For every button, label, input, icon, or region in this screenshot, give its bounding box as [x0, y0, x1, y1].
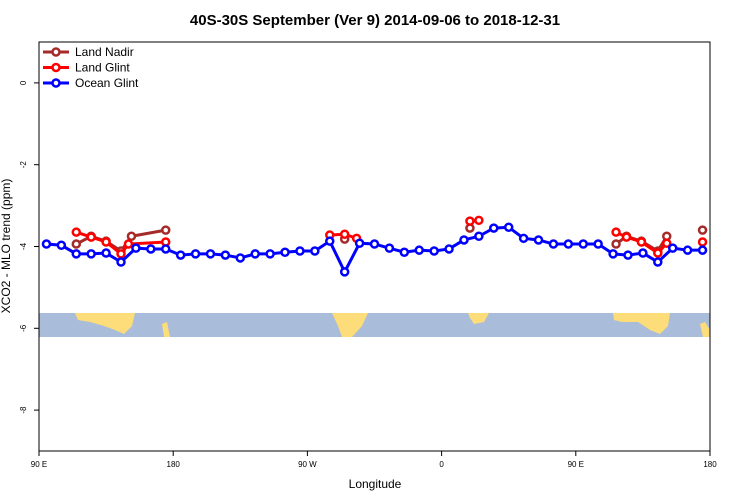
point — [611, 239, 621, 249]
point — [250, 249, 260, 259]
x-tick-label: 0 — [439, 460, 444, 469]
point — [160, 244, 171, 254]
point — [667, 243, 678, 253]
legend-label: Land Glint — [75, 61, 130, 75]
legend-marker — [51, 47, 61, 57]
point — [653, 248, 663, 258]
legend-marker — [51, 78, 61, 88]
point — [310, 246, 320, 256]
point — [611, 227, 621, 237]
point — [265, 249, 275, 259]
point — [205, 249, 216, 259]
point — [444, 244, 454, 254]
point — [86, 249, 96, 259]
legend-marker — [51, 62, 61, 73]
point — [71, 239, 82, 249]
point — [56, 240, 67, 251]
x-tick-label: 180 — [703, 460, 717, 469]
legend-label: Ocean Glint — [75, 76, 139, 90]
point — [190, 249, 201, 259]
point — [384, 243, 395, 253]
x-tick-label: 90 W — [298, 460, 317, 469]
point — [414, 245, 424, 255]
point — [653, 257, 663, 267]
y-tick-label: -4 — [19, 242, 28, 250]
x-tick-label: 90 E — [568, 460, 584, 469]
point — [235, 253, 246, 263]
point — [86, 232, 96, 242]
point — [503, 222, 514, 233]
point — [71, 227, 82, 237]
point — [518, 233, 529, 244]
y-tick-label: 0 — [19, 80, 28, 85]
point — [623, 250, 633, 260]
point — [533, 235, 544, 245]
point — [399, 247, 410, 257]
chart-title: 40S-30S September (Ver 9) 2014-09-06 to … — [190, 12, 560, 29]
point — [662, 238, 672, 248]
point — [160, 225, 171, 235]
point — [465, 216, 475, 226]
point — [548, 239, 559, 249]
point — [101, 237, 111, 247]
x-tick-label: 180 — [167, 460, 181, 469]
point — [636, 237, 647, 247]
point — [116, 249, 126, 259]
point — [123, 239, 134, 249]
point — [116, 257, 126, 267]
point — [697, 245, 708, 255]
point — [563, 239, 574, 249]
point — [101, 248, 111, 258]
point — [489, 223, 499, 233]
point — [131, 243, 141, 253]
point — [474, 215, 484, 226]
y-tick-label: -2 — [19, 161, 28, 169]
point — [325, 236, 335, 246]
point — [280, 247, 290, 257]
x-axis-label: Longitude — [349, 477, 402, 491]
point — [220, 250, 231, 260]
point — [295, 246, 305, 256]
y-tick-label: -8 — [19, 406, 28, 414]
legend-label: Land Nadir — [75, 45, 134, 59]
point — [175, 250, 186, 260]
point — [369, 239, 380, 249]
point — [697, 225, 708, 235]
point — [126, 231, 137, 242]
point — [354, 238, 365, 248]
point — [621, 232, 632, 242]
point — [638, 248, 648, 258]
point — [339, 267, 350, 277]
point — [593, 239, 603, 249]
point — [474, 231, 484, 242]
point — [146, 244, 156, 254]
map-strip — [39, 313, 710, 337]
point — [71, 249, 82, 259]
point — [578, 239, 589, 249]
point — [608, 249, 618, 259]
point — [459, 235, 469, 245]
point — [41, 239, 52, 249]
point — [339, 229, 350, 239]
point — [429, 246, 439, 256]
x-tick-label: 90 E — [31, 460, 47, 469]
point — [682, 245, 693, 255]
point — [697, 237, 708, 247]
y-axis-label: XCO2 - MLO trend (ppm) — [0, 179, 13, 314]
y-tick-label: -6 — [19, 324, 28, 332]
